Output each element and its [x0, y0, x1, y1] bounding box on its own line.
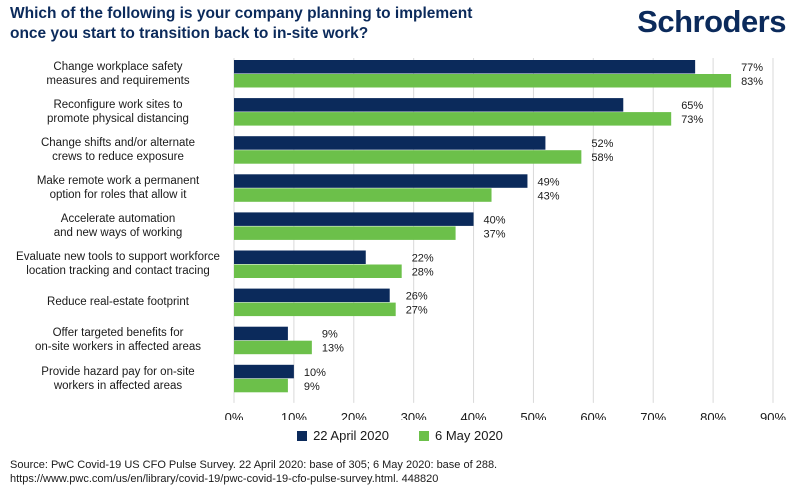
source-line-1: Source: PwC Covid-19 US CFO Pulse Survey… — [10, 459, 498, 471]
legend-item-series-2: 6 May 2020 — [418, 428, 503, 443]
category-label-line: crews to reduce exposure — [52, 150, 184, 163]
bar-series-1 — [234, 60, 696, 74]
category-label: Reconfigure work sites to promote physica… — [4, 98, 232, 126]
source-line-2: https://www.pwc.com/us/en/library/covid-… — [10, 473, 439, 485]
x-tick-label: 10% — [281, 410, 307, 420]
bar-series-2 — [234, 264, 402, 278]
category-label: Make remote work a permanent option for r… — [4, 174, 232, 202]
data-label: 40% — [484, 214, 506, 226]
data-label: 27% — [406, 305, 428, 317]
x-tick-label: 80% — [700, 410, 726, 420]
chart-title-line-1: Which of the following is your company p… — [10, 5, 473, 22]
category-label-line: Reconfigure work sites to — [53, 98, 183, 111]
bar-series-1 — [234, 136, 546, 150]
legend-label-series-1: 22 April 2020 — [313, 428, 389, 443]
data-label: 9% — [322, 329, 338, 341]
schroders-logo: Schroders — [637, 4, 786, 39]
data-label: 22% — [412, 253, 434, 265]
category-label: Offer targeted benefits for on-site worke… — [4, 326, 232, 354]
bar-series-2 — [234, 112, 672, 126]
x-tick-label: 90% — [760, 410, 786, 420]
category-label-line: Provide hazard pay for on-site — [41, 365, 195, 378]
category-label-line: Reduce real-estate footprint — [47, 296, 189, 309]
x-tick-label: 70% — [640, 410, 666, 420]
data-label: 37% — [484, 228, 506, 240]
bar-series-2 — [234, 340, 312, 355]
bar-series-1 — [234, 326, 288, 341]
category-label: Accelerate automation and new ways of wor… — [4, 212, 232, 240]
category-label-line: and new ways of working — [53, 227, 183, 240]
chart-title: Which of the following is your company p… — [10, 4, 570, 44]
chart-title-line-2: once you start to transition back to in-… — [10, 25, 369, 42]
category-label: Change workplace safety measures and requ… — [4, 60, 232, 88]
category-label-line: workers in affected areas — [53, 379, 183, 392]
x-tick-label: 20% — [341, 410, 367, 420]
category-label-line: Make remote work a permanent — [36, 175, 200, 188]
bar-series-2 — [234, 150, 582, 164]
bar-series-2 — [234, 226, 456, 240]
category-label-line: option for roles that allow it — [49, 189, 187, 202]
category-label: Reduce real-estate footprint — [4, 295, 232, 309]
data-label: 10% — [304, 367, 326, 379]
data-label: 65% — [681, 100, 703, 112]
bar-series-2 — [234, 74, 732, 88]
bar-series-2 — [234, 188, 492, 202]
data-label: 77% — [741, 62, 763, 74]
category-label-line: Evaluate new tools to support workforce — [16, 251, 220, 264]
data-label: 43% — [537, 190, 559, 202]
data-label: 83% — [741, 76, 763, 88]
bar-series-1 — [234, 364, 294, 379]
bar-series-1 — [234, 174, 528, 188]
data-label: 52% — [591, 138, 613, 150]
bar-series-1 — [234, 288, 390, 303]
bar-series-2 — [234, 302, 396, 317]
source-note: Source: PwC Covid-19 US CFO Pulse Survey… — [10, 458, 790, 486]
data-label: 49% — [537, 176, 559, 188]
category-label-line: location tracking and contact tracing — [26, 265, 210, 278]
data-label: 26% — [406, 291, 428, 303]
legend-swatch-series-2 — [418, 430, 429, 441]
category-label-line: Accelerate automation — [60, 213, 176, 226]
category-label: Change shifts and/or alternate crews to r… — [4, 136, 232, 164]
legend-item-series-1: 22 April 2020 — [297, 428, 389, 443]
category-label-line: Change workplace safety — [53, 60, 183, 73]
data-label: 73% — [681, 114, 703, 126]
x-tick-label: 30% — [401, 410, 427, 420]
data-label: 58% — [591, 152, 613, 164]
category-label-line: promote physical distancing — [47, 112, 189, 125]
data-label: 9% — [304, 381, 320, 393]
bar-chart: 0% 10% 20% 30% 40% 50% 60% 70% 80% 90% 77% 83% 65% 73… — [225, 58, 786, 420]
data-label: 28% — [412, 267, 434, 279]
bar-series-2 — [234, 378, 288, 393]
bar-series-1 — [234, 250, 366, 264]
category-label-line: on-site workers in affected areas — [35, 341, 201, 354]
data-label: 13% — [322, 343, 344, 355]
x-tick-label: 60% — [580, 410, 606, 420]
category-label-line: measures and requirements — [46, 74, 190, 87]
category-label-line: Offer targeted benefits for — [52, 327, 184, 340]
x-tick-label: 0% — [225, 410, 244, 420]
x-tick-label: 40% — [461, 410, 487, 420]
bar-series-1 — [234, 212, 474, 226]
category-label: Provide hazard pay for on-site workers in… — [4, 365, 232, 393]
bar-series-1 — [234, 98, 624, 112]
chart-legend: 22 April 2020 6 May 2020 — [0, 428, 800, 443]
category-label-line: Change shifts and/or alternate — [40, 136, 196, 149]
category-label: Evaluate new tools to support workforce l… — [4, 250, 232, 278]
x-tick-label: 50% — [520, 410, 546, 420]
legend-label-series-2: 6 May 2020 — [434, 428, 503, 443]
legend-swatch-series-1 — [297, 430, 308, 441]
